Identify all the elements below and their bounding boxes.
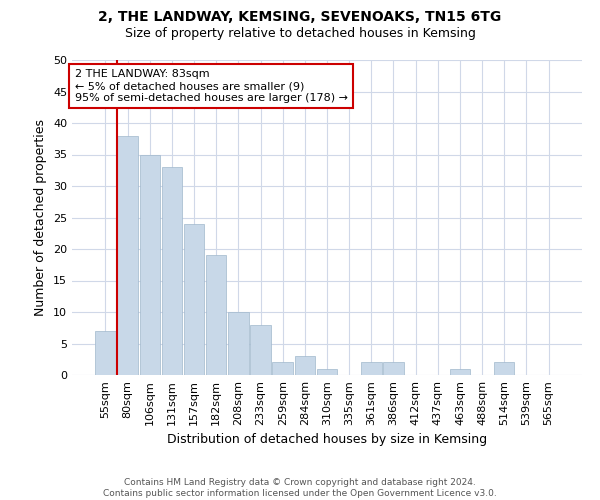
Bar <box>140 154 160 375</box>
X-axis label: Distribution of detached houses by size in Kemsing: Distribution of detached houses by size … <box>167 434 487 446</box>
Text: Contains HM Land Registry data © Crown copyright and database right 2024.
Contai: Contains HM Land Registry data © Crown c… <box>103 478 497 498</box>
Bar <box>272 362 293 375</box>
Bar <box>161 167 182 375</box>
Bar <box>206 256 226 375</box>
Text: Size of property relative to detached houses in Kemsing: Size of property relative to detached ho… <box>125 28 475 40</box>
Bar <box>184 224 204 375</box>
Bar <box>494 362 514 375</box>
Bar <box>295 356 315 375</box>
Text: 2, THE LANDWAY, KEMSING, SEVENOAKS, TN15 6TG: 2, THE LANDWAY, KEMSING, SEVENOAKS, TN15… <box>98 10 502 24</box>
Bar <box>361 362 382 375</box>
Bar <box>317 368 337 375</box>
Y-axis label: Number of detached properties: Number of detached properties <box>34 119 47 316</box>
Bar <box>95 331 116 375</box>
Bar <box>450 368 470 375</box>
Bar <box>250 324 271 375</box>
Bar <box>228 312 248 375</box>
Bar <box>118 136 138 375</box>
Text: 2 THE LANDWAY: 83sqm
← 5% of detached houses are smaller (9)
95% of semi-detache: 2 THE LANDWAY: 83sqm ← 5% of detached ho… <box>74 70 347 102</box>
Bar <box>383 362 404 375</box>
